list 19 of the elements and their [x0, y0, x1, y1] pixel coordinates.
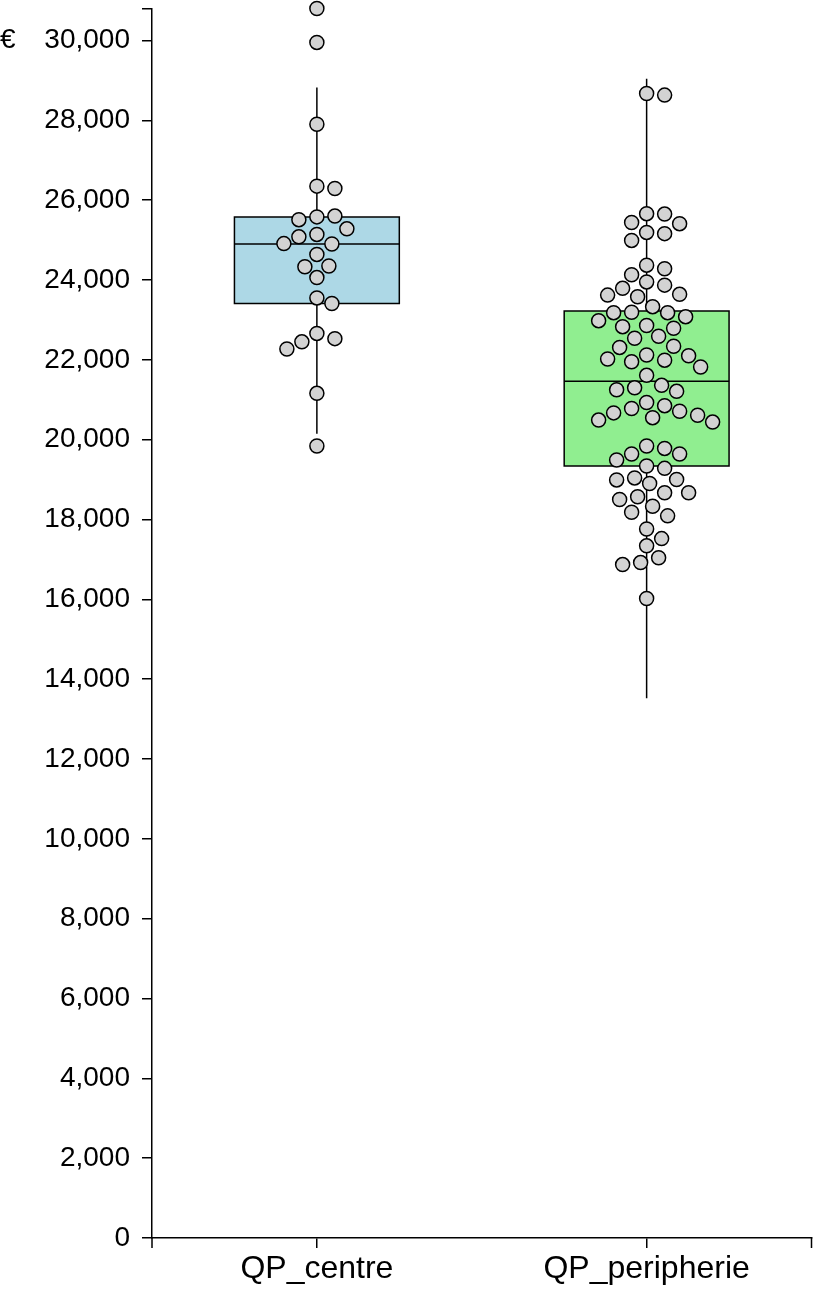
- y-tick-label: 22,000: [44, 342, 130, 374]
- y-tick-label: 6,000: [59, 981, 130, 1013]
- y-tick-label: 4,000: [59, 1061, 130, 1093]
- y-tick-label: 2,000: [59, 1140, 130, 1172]
- y-tick-label: 14,000: [44, 661, 130, 693]
- y-tick-label: 8,000: [59, 901, 130, 933]
- y-tick-label: 20,000: [44, 422, 130, 454]
- x-tick-label: QP_peripherie: [543, 1249, 750, 1286]
- y-tick-label: 0: [114, 1220, 130, 1252]
- y-tick-label: 30,000: [44, 23, 130, 55]
- y-tick-label: 28,000: [44, 102, 130, 134]
- y-tick-label: 10,000: [44, 821, 130, 853]
- y-tick-label: 24,000: [44, 262, 130, 294]
- x-tick-label: QP_centre: [240, 1249, 394, 1286]
- y-axis-title: €: [0, 23, 16, 55]
- y-tick-label: 12,000: [44, 741, 130, 773]
- y-tick-label: 16,000: [44, 582, 130, 614]
- y-tick-label: 26,000: [44, 182, 130, 214]
- y-tick-label: 18,000: [44, 502, 130, 534]
